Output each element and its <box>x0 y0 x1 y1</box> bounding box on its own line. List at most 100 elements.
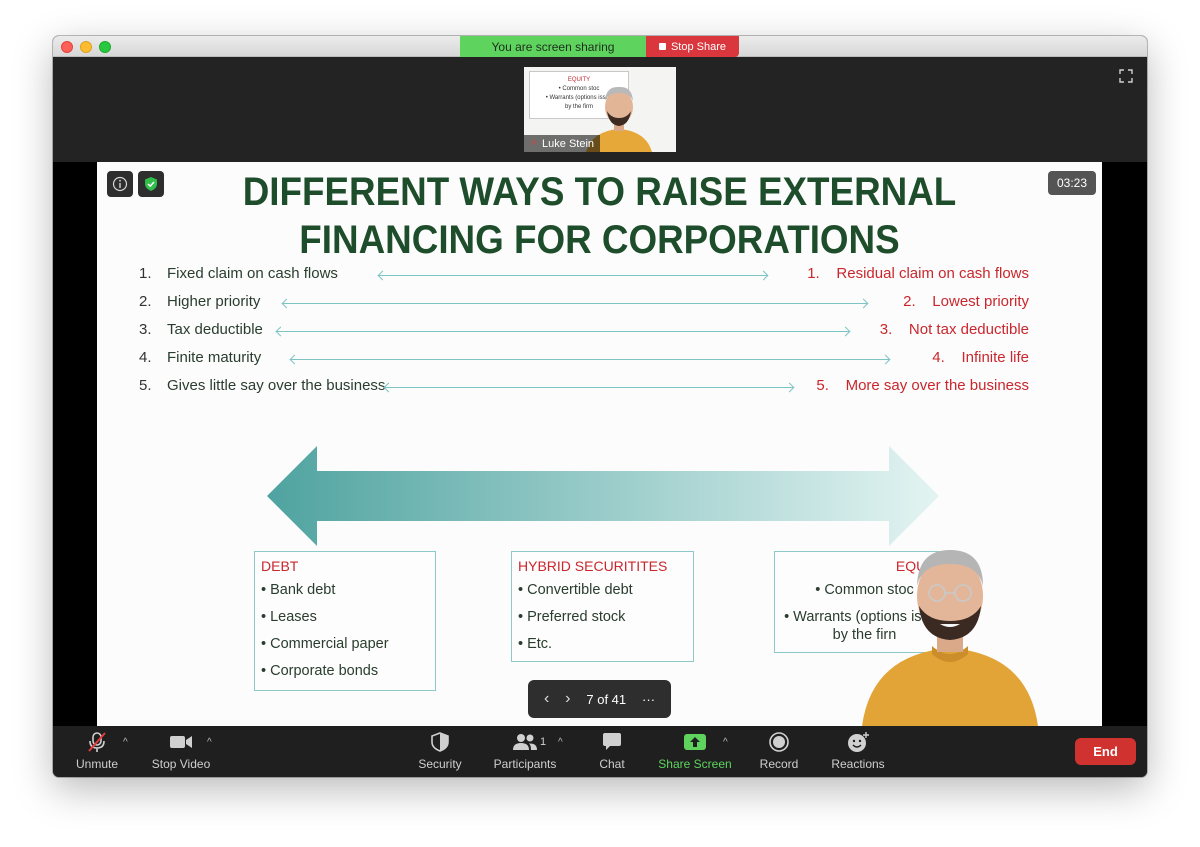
shared-screen-area: 03:23 DIFFERENT WAYS TO RAISE EXTERNAL F… <box>53 162 1147 726</box>
equity-feature: 5. More say over the business <box>816 377 1029 394</box>
double-arrow-connector <box>283 303 867 304</box>
share-screen-button[interactable]: Share Screen <box>657 731 733 773</box>
debt-feature-number: 1. <box>139 265 152 282</box>
stop-share-button[interactable]: Stop Share <box>646 36 739 57</box>
muted-mic-icon: ⚡ <box>530 138 538 149</box>
audio-options-caret-icon[interactable]: ^ <box>123 737 128 748</box>
shield-check-icon <box>145 177 157 191</box>
chat-button[interactable]: Chat <box>592 731 632 773</box>
chat-label: Chat <box>599 757 625 771</box>
unmute-button[interactable]: Unmute <box>73 731 121 773</box>
double-arrow-connector <box>379 275 767 276</box>
debt-feature-text: Finite maturity <box>167 349 262 366</box>
debt-feature-number: 5. <box>139 377 152 394</box>
meeting-toolbar: Unmute ^ Stop Video ^ Security <box>53 726 1147 777</box>
equity-feature-number: 5. <box>816 377 829 394</box>
mini-slide-heading: EQUITY <box>567 77 591 83</box>
equity-feature: 4. Infinite life <box>932 349 1029 366</box>
participants-options-caret-icon[interactable]: ^ <box>558 737 563 748</box>
reactions-label: Reactions <box>831 757 885 771</box>
reactions-emoji-icon <box>848 732 869 752</box>
equity-feature-text: Not tax deductible <box>908 321 1029 338</box>
share-options-caret-icon[interactable]: ^ <box>723 737 728 748</box>
slide-counter: 7 of 41 <box>586 691 627 707</box>
stop-video-label: Stop Video <box>151 757 211 771</box>
share-screen-icon <box>684 734 706 750</box>
next-slide-icon[interactable]: › <box>565 690 571 707</box>
video-options-caret-icon[interactable]: ^ <box>207 737 212 748</box>
close-window-button[interactable] <box>61 41 73 53</box>
debt-item: • Leases <box>261 609 317 625</box>
encryption-status-button[interactable] <box>138 171 164 197</box>
equity-feature-number: 1. <box>807 265 820 282</box>
presenter-video-overlay <box>862 550 1038 726</box>
equity-feature-text: More say over the business <box>845 377 1029 394</box>
meeting-timer: 03:23 <box>1048 171 1096 195</box>
video-camera-icon <box>170 736 192 748</box>
record-button[interactable]: Record <box>758 731 800 773</box>
debt-item: • Bank debt <box>261 582 336 598</box>
self-video-person <box>586 86 652 152</box>
comparison-row: 2. Higher priority 2. Lowest priority <box>97 293 1102 317</box>
hybrid-heading: HYBRID SECURITITES <box>518 558 668 574</box>
minimize-window-button[interactable] <box>80 41 92 53</box>
debt-feature-number: 4. <box>139 349 152 366</box>
slide-title: DIFFERENT WAYS TO RAISE EXTERNAL FINANCI… <box>137 168 1062 264</box>
mini-slide-line: by the firm <box>564 104 593 110</box>
participants-button[interactable]: Participants <box>491 731 559 773</box>
stop-icon <box>658 43 666 50</box>
reactions-button[interactable]: Reactions <box>829 731 887 773</box>
debt-item: • Commercial paper <box>261 636 389 652</box>
stop-video-button[interactable]: Stop Video <box>150 731 212 773</box>
share-screen-label: Share Screen <box>658 757 732 771</box>
maximize-window-button[interactable] <box>99 41 111 53</box>
previous-slide-icon[interactable]: ‹ <box>543 690 550 707</box>
security-label: Security <box>418 757 462 771</box>
security-shield-icon <box>431 732 449 752</box>
hybrid-securities-box: HYBRID SECURITITES • Convertible debt • … <box>511 551 694 662</box>
more-options-icon[interactable]: ··· <box>642 691 656 707</box>
title-bar: You are screen sharing Stop Share <box>53 36 1147 57</box>
meeting-info-button[interactable] <box>107 171 133 197</box>
equity-feature-text: Residual claim on cash flows <box>836 265 1029 282</box>
equity-item: • Common stoc <box>815 582 914 598</box>
record-label: Record <box>759 757 799 771</box>
equity-feature-number: 3. <box>879 321 893 338</box>
self-name: Luke Stein <box>542 137 595 150</box>
hybrid-item: • Preferred stock <box>518 609 626 625</box>
end-meeting-button[interactable]: End <box>1075 738 1136 765</box>
hybrid-item: • Etc. <box>518 636 553 652</box>
slide-navigation-bar: ‹ › 7 of 41 ··· <box>528 680 671 718</box>
double-arrow-connector <box>385 387 793 388</box>
security-button[interactable]: Security <box>416 731 464 773</box>
double-arrow-connector <box>291 359 889 360</box>
debt-heading: DEBT <box>261 558 299 574</box>
screen-sharing-status: You are screen sharing <box>460 36 646 57</box>
debt-feature-text: Tax deductible <box>167 321 263 338</box>
equity-feature: 3. Not tax deductible <box>880 321 1029 338</box>
self-video-thumbnail[interactable]: EQUITY • Common stoc • Warrants (options… <box>524 67 676 152</box>
fullscreen-icon[interactable] <box>1119 69 1133 83</box>
equity-feature-number: 2. <box>903 293 916 310</box>
debt-feature-number: 3. <box>139 321 152 338</box>
mini-slide-line: • Warrants (options issue <box>545 95 613 101</box>
zoom-window: You are screen sharing Stop Share EQUITY… <box>53 36 1147 777</box>
equity-item: by the firn <box>832 627 897 643</box>
chat-bubble-icon <box>603 733 621 750</box>
stop-share-label: Stop Share <box>670 40 727 53</box>
participants-icon <box>513 734 537 750</box>
slide-title-line: FINANCING FOR CORPORATIONS <box>299 218 900 262</box>
comparison-row: 3. Tax deductible 3. Not tax deductible <box>97 321 1102 345</box>
debt-feature-text: Fixed claim on cash flows <box>167 265 338 282</box>
mini-slide-line: • Common stoc <box>558 86 600 92</box>
info-icon <box>112 176 128 192</box>
equity-feature: 1. Residual claim on cash flows <box>807 265 1029 282</box>
unmute-label: Unmute <box>75 757 119 771</box>
debt-equity-spectrum-arrow <box>267 446 939 546</box>
double-arrow-connector <box>277 331 849 332</box>
debt-feature-number: 2. <box>139 293 152 310</box>
slide-title-line: DIFFERENT WAYS TO RAISE EXTERNAL <box>242 170 957 214</box>
equity-feature-number: 4. <box>932 349 945 366</box>
participants-count: 1 <box>540 736 547 748</box>
equity-feature-text: Lowest priority <box>932 293 1029 310</box>
